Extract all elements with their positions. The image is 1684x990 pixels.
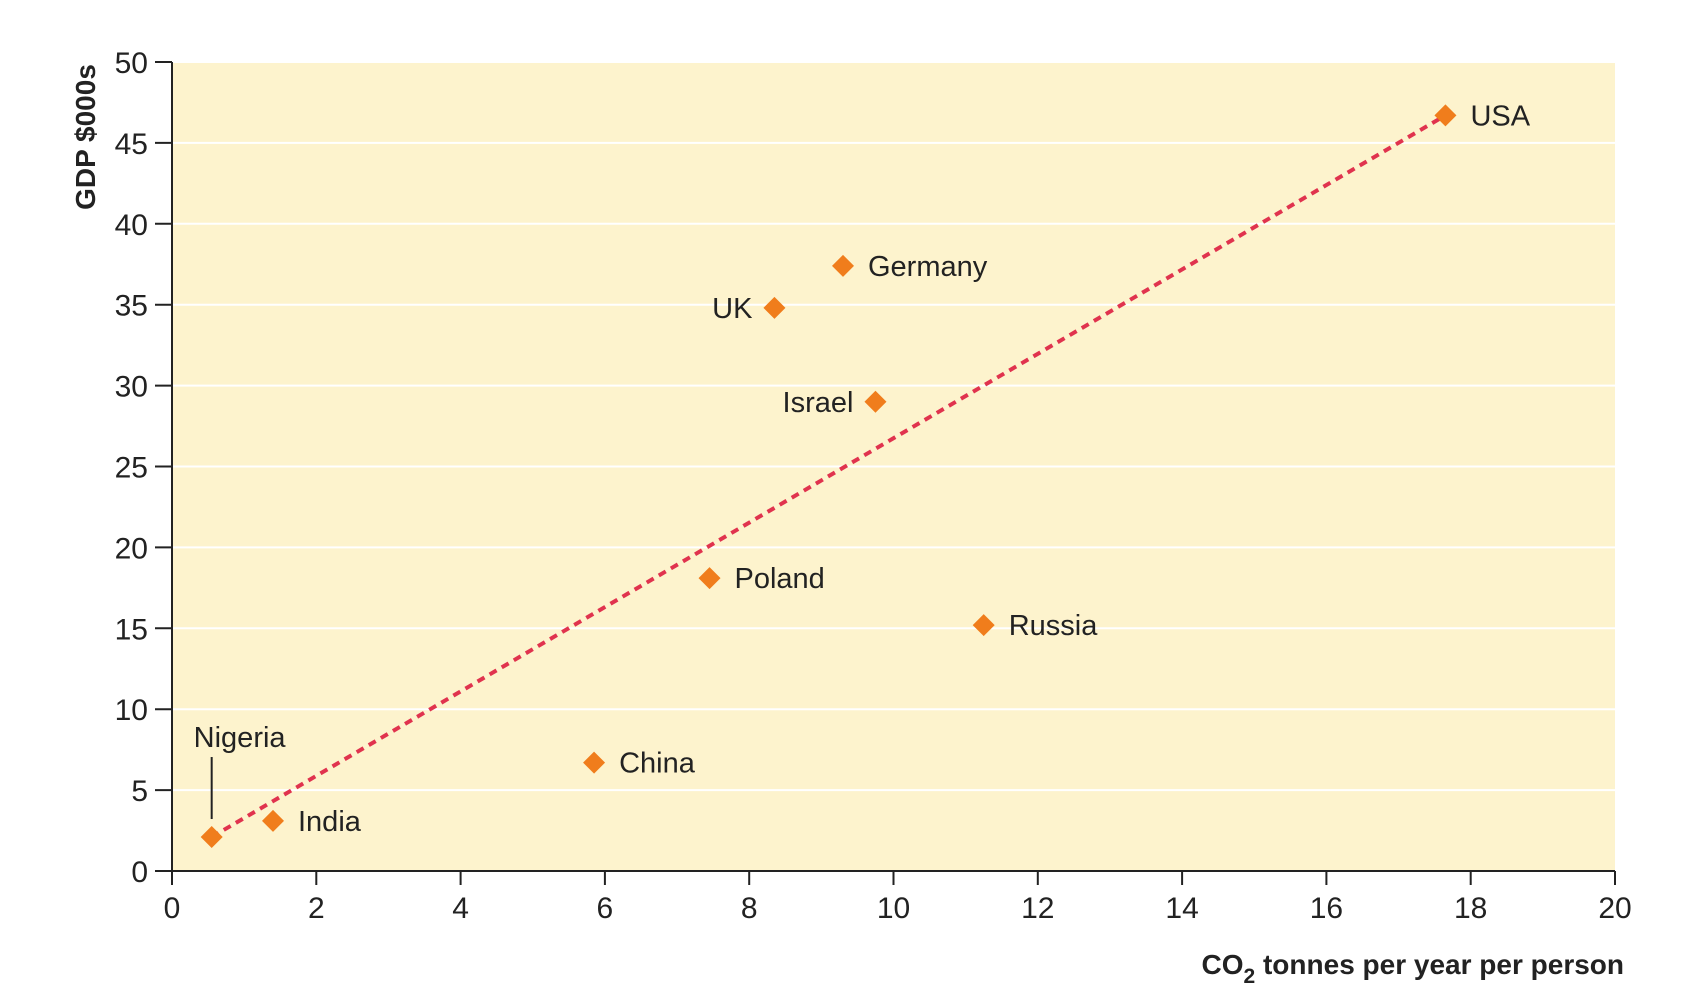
point-uk	[763, 296, 786, 319]
y-tick-label-30: 30	[115, 371, 148, 404]
data-points	[200, 104, 1457, 849]
y-axis-ticks: 0 5 10 15 20 25 30 35 40 45 50	[115, 47, 172, 889]
point-labels: Nigeria India China Poland Russia Israel UK Ger…	[194, 100, 1531, 837]
x-tick-label-14: 14	[1165, 892, 1198, 925]
point-germany	[831, 254, 854, 277]
y-tick-label-40: 40	[115, 209, 148, 242]
x-tick-label-20: 20	[1598, 892, 1631, 925]
x-axis-title: CO2 tonnes per year per person	[1202, 949, 1624, 988]
point-india	[262, 809, 285, 832]
point-label-israel: Israel	[783, 387, 854, 419]
point-label-germany: Germany	[868, 251, 988, 283]
x-axis-ticks: 0 2 4 6 8 10 12 14 16 18 20	[164, 871, 1632, 925]
trendline	[210, 113, 1447, 839]
y-tick-label-35: 35	[115, 290, 148, 323]
y-tick-label-10: 10	[115, 694, 148, 727]
x-tick-label-6: 6	[597, 892, 614, 925]
y-tick-label-45: 45	[115, 128, 148, 161]
point-russia	[972, 614, 995, 637]
point-usa	[1434, 104, 1457, 127]
x-tick-label-8: 8	[741, 892, 758, 925]
y-tick-label-5: 5	[131, 775, 148, 808]
y-axis-title: GDP $000s	[70, 64, 101, 210]
y-tick-label-20: 20	[115, 532, 148, 565]
y-tick-label-15: 15	[115, 613, 148, 646]
x-tick-label-18: 18	[1454, 892, 1487, 925]
grid-lines	[172, 61, 1615, 792]
point-nigeria	[200, 826, 223, 849]
x-tick-label-16: 16	[1310, 892, 1343, 925]
point-label-russia: Russia	[1009, 610, 1099, 642]
x-axis-title-main: CO	[1202, 949, 1244, 980]
point-label-india: India	[298, 806, 362, 838]
x-axis-title-rest: tonnes per year per person	[1255, 949, 1624, 980]
x-tick-label-0: 0	[164, 892, 181, 925]
point-label-usa: USA	[1470, 100, 1530, 132]
y-tick-label-25: 25	[115, 452, 148, 485]
x-tick-label-4: 4	[452, 892, 469, 925]
point-israel	[864, 390, 887, 413]
point-label-poland: Poland	[735, 563, 825, 595]
point-label-china: China	[619, 748, 696, 780]
x-axis-title-subscript: 2	[1244, 965, 1256, 988]
y-tick-label-0: 0	[131, 856, 148, 889]
x-tick-label-10: 10	[877, 892, 910, 925]
point-label-uk: UK	[712, 293, 753, 325]
x-tick-label-2: 2	[308, 892, 325, 925]
y-tick-label-50: 50	[115, 47, 148, 80]
x-tick-label-12: 12	[1021, 892, 1054, 925]
point-china	[583, 751, 606, 774]
point-label-nigeria: Nigeria	[194, 722, 287, 754]
trendline-group	[210, 113, 1447, 839]
point-poland	[698, 567, 721, 590]
